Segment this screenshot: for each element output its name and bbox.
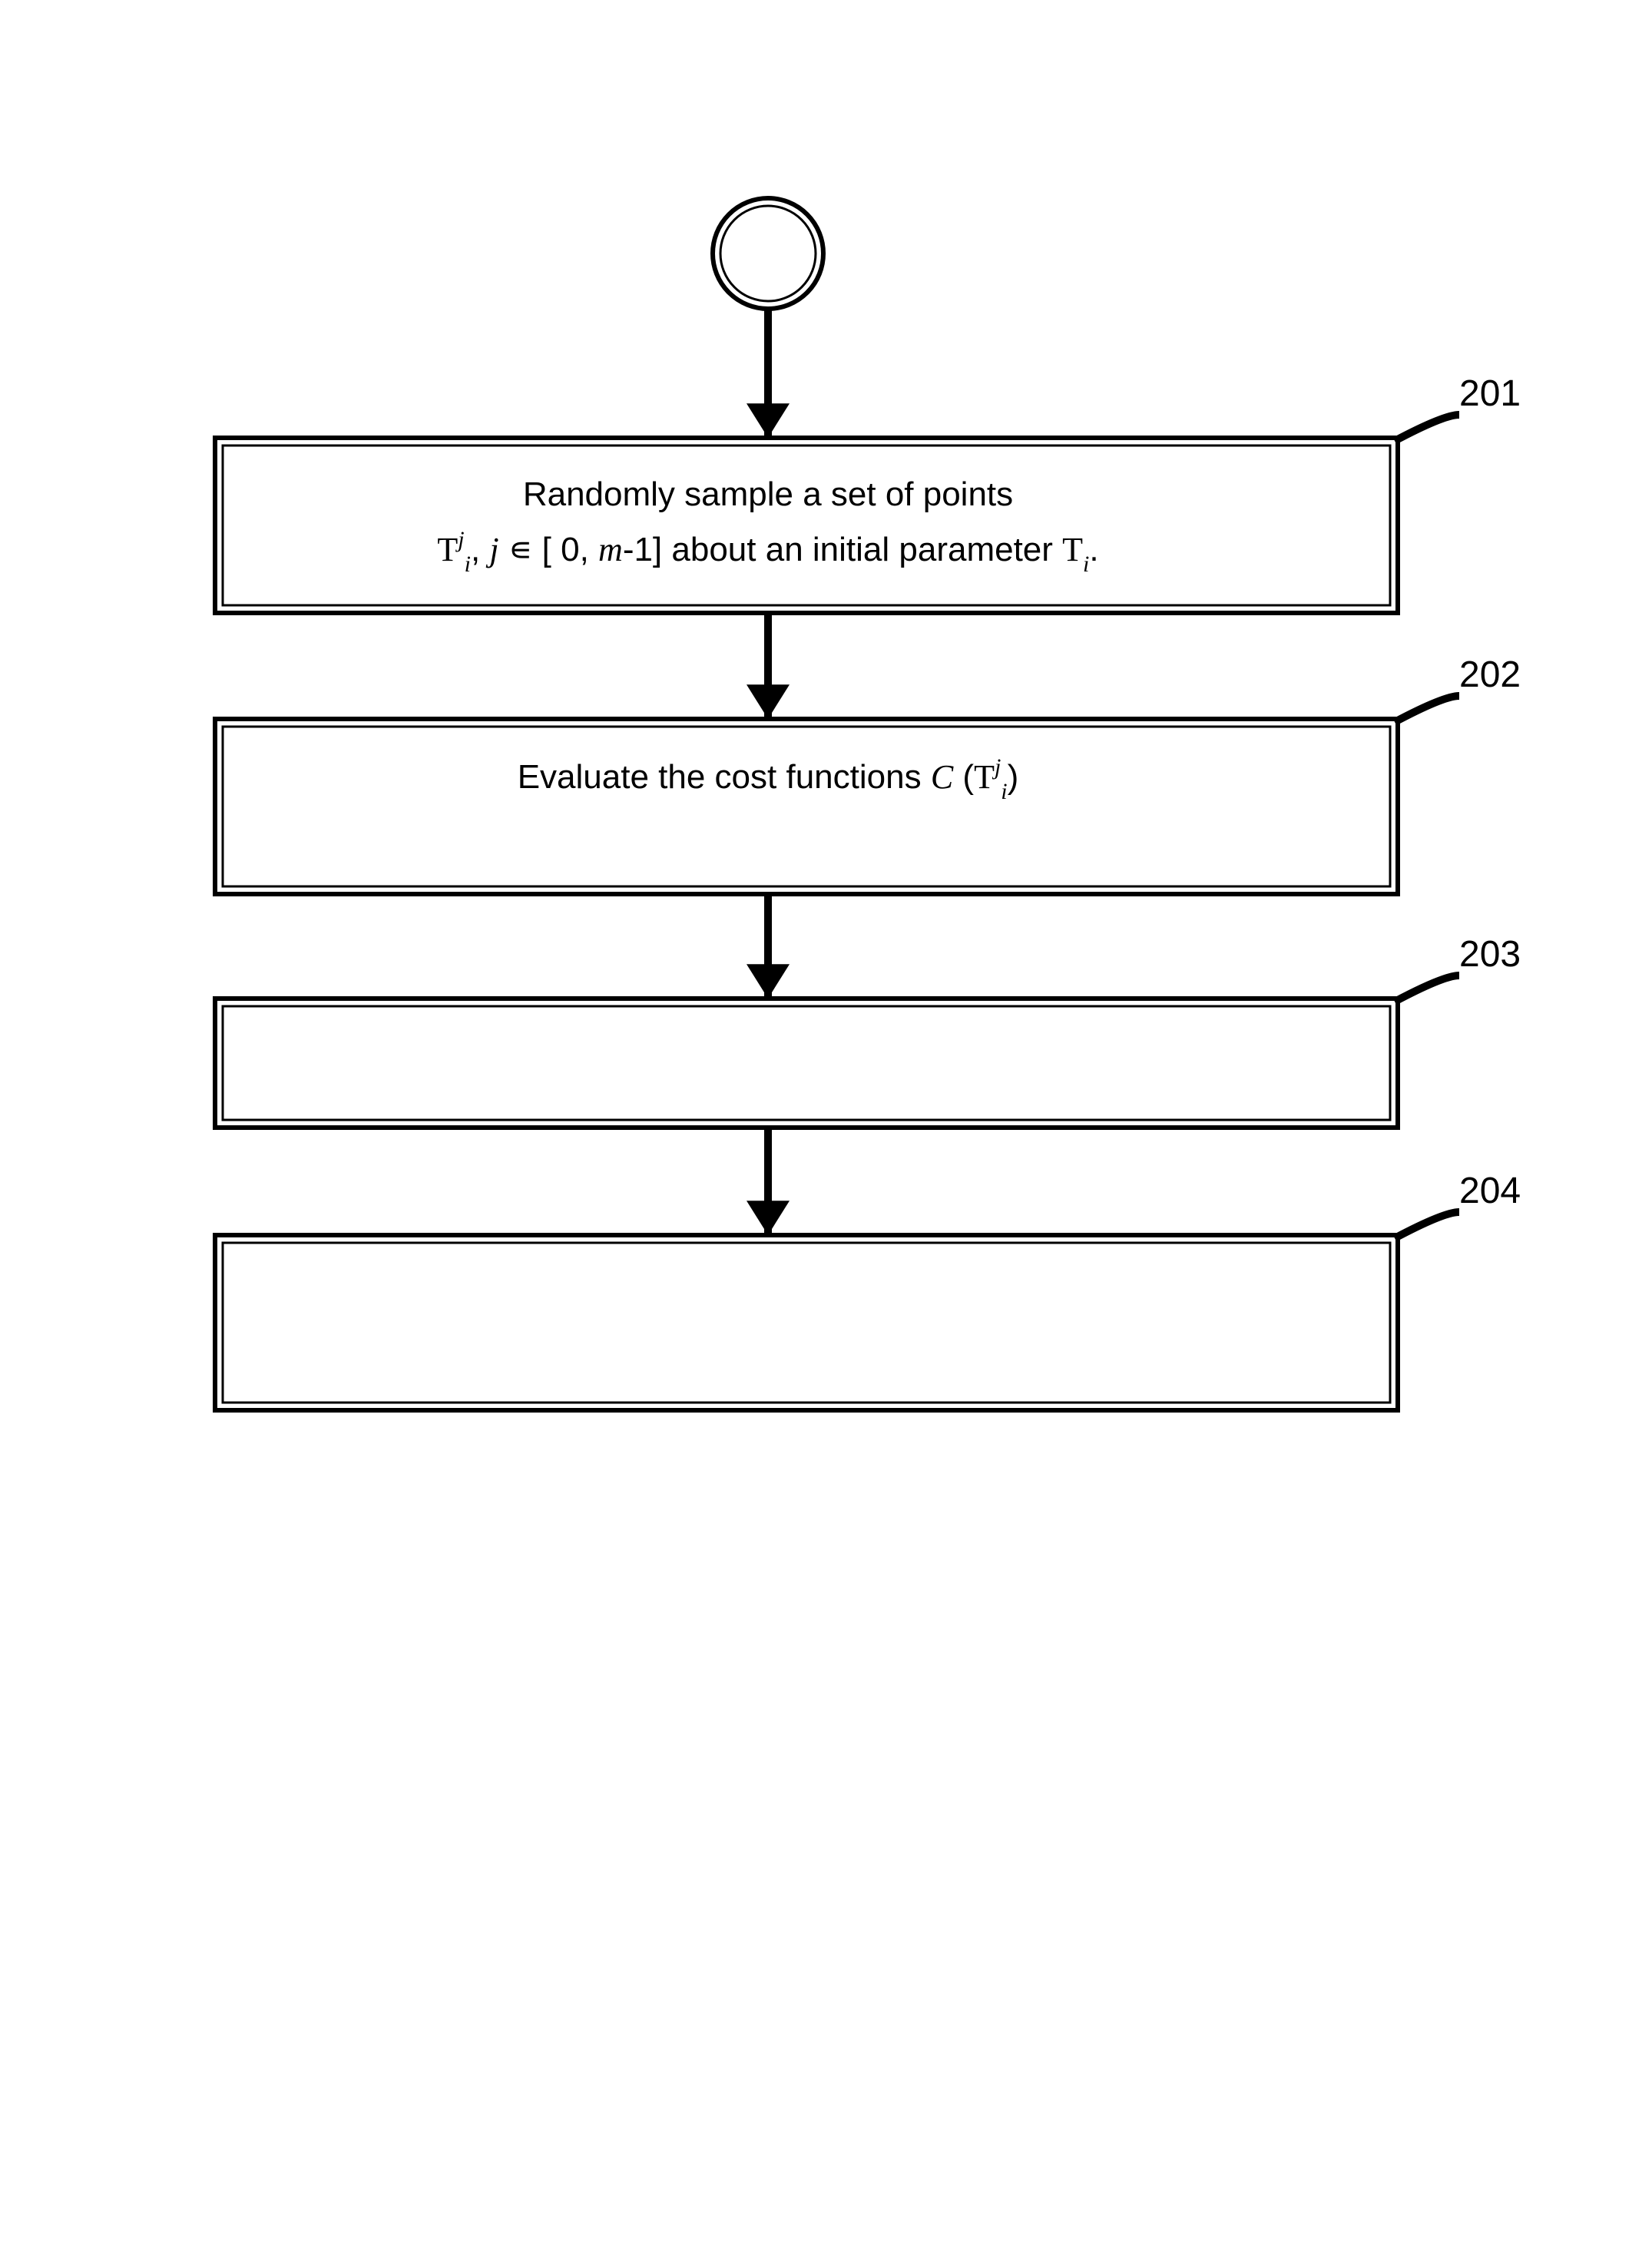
start-terminal [713, 198, 823, 309]
callout-number: 204 [1459, 1171, 1521, 1211]
callout-number: 203 [1459, 934, 1521, 975]
callout-number: 202 [1459, 654, 1521, 695]
callout-number: 201 [1459, 373, 1521, 414]
box-text: Randomly sample a set of points [523, 475, 1013, 513]
